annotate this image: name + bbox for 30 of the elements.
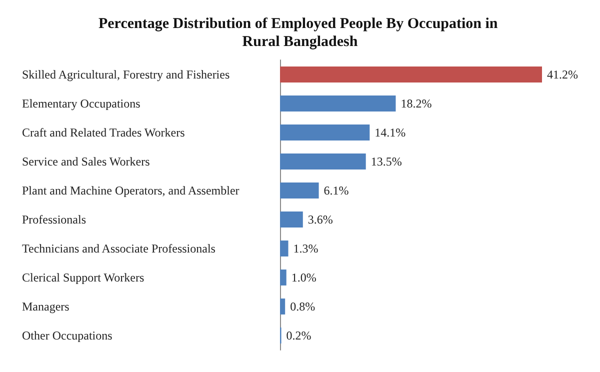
chart-title: Percentage Distribution of Employed People By Occupation in Rural Bangladesh xyxy=(98,16,502,50)
y-tick-label: Plant and Machine Operators, and Assembler xyxy=(22,184,240,198)
data-label: 13.5% xyxy=(370,154,402,168)
y-tick-label: Service and Sales Workers xyxy=(22,154,150,168)
y-tick-label: Technicians and Associate Professionals xyxy=(22,242,216,256)
data-label: 1.0% xyxy=(291,270,316,284)
data-label: 0.8% xyxy=(290,300,316,314)
bar xyxy=(280,66,542,82)
data-label: 0.2% xyxy=(286,328,312,342)
y-tick-label: Professionals xyxy=(22,212,86,226)
data-label: 3.6% xyxy=(308,212,333,226)
y-tick-label: Other Occupations xyxy=(22,328,113,342)
bar xyxy=(280,96,396,112)
y-tick-label: Skilled Agricultural, Forestry and Fisheries xyxy=(22,68,230,82)
bar xyxy=(280,212,303,228)
y-tick-label: Clerical Support Workers xyxy=(22,270,144,284)
y-tick-label: Elementary Occupations xyxy=(22,96,141,110)
data-label: 1.3% xyxy=(293,242,318,256)
data-label: 14.1% xyxy=(374,126,406,140)
bar xyxy=(280,154,366,170)
bar xyxy=(280,182,319,198)
y-tick-label: Managers xyxy=(22,300,70,314)
data-label: 41.2% xyxy=(547,68,578,82)
bar xyxy=(280,270,286,286)
bar xyxy=(280,240,288,256)
data-label: 6.1% xyxy=(324,184,349,198)
data-label: 18.2% xyxy=(400,96,432,110)
y-tick-label: Craft and Related Trades Workers xyxy=(22,126,186,140)
bar xyxy=(280,298,286,314)
bar xyxy=(280,124,370,140)
